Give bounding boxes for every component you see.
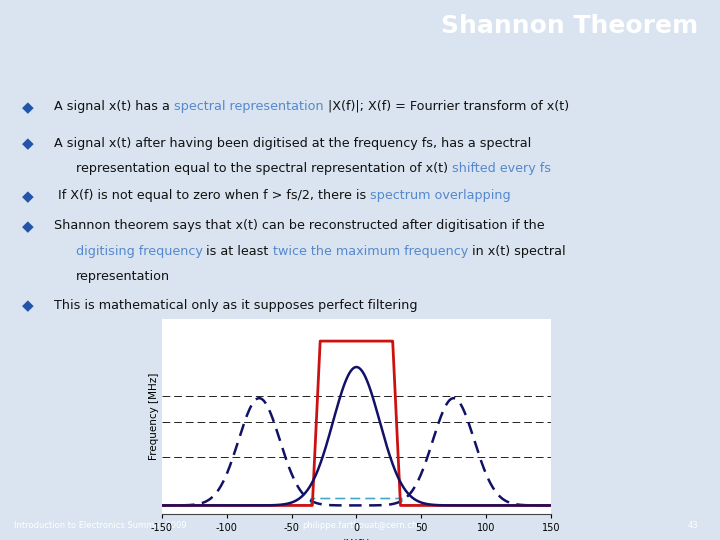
Text: shifted every fs: shifted every fs [451,162,551,175]
Text: This is mathematical only as it supposes perfect filtering: This is mathematical only as it supposes… [54,299,418,312]
Text: spectrum overlapping: spectrum overlapping [370,190,511,202]
Text: ◆: ◆ [22,137,33,152]
Text: Shannon theorem says that x(t) can be reconstructed after digitisation if the: Shannon theorem says that x(t) can be re… [54,219,544,232]
Text: philippe.farthouat@cern.ch: philippe.farthouat@cern.ch [302,522,418,530]
Text: Introduction to Electronics Summer 2009: Introduction to Electronics Summer 2009 [14,522,187,530]
Text: is at least: is at least [202,245,273,258]
Text: twice the maximum frequency: twice the maximum frequency [273,245,468,258]
Text: representation: representation [76,270,170,283]
Text: Shannon Theorem: Shannon Theorem [441,14,698,38]
Text: ◆: ◆ [22,299,33,314]
Text: ◆: ◆ [22,219,33,234]
Text: If X(f) is not equal to zero when f > fs/2, there is: If X(f) is not equal to zero when f > fs… [54,190,370,202]
Y-axis label: Frequency [MHz]: Frequency [MHz] [149,373,159,460]
Text: 43: 43 [688,522,698,530]
Text: ◆: ◆ [22,190,33,205]
Text: A signal x(t) after having been digitised at the frequency fs, has a spectral: A signal x(t) after having been digitise… [54,137,531,150]
Text: ◆: ◆ [22,100,33,114]
Text: spectral representation: spectral representation [174,100,323,113]
Text: |X(f)|; X(f) = Fourrier transform of x(t): |X(f)|; X(f) = Fourrier transform of x(t… [323,100,569,113]
X-axis label: |X(f)|: |X(f)| [343,539,370,540]
Text: representation equal to the spectral representation of x(t): representation equal to the spectral rep… [76,162,451,175]
Text: digitising frequency: digitising frequency [76,245,202,258]
Text: in x(t) spectral: in x(t) spectral [468,245,566,258]
Text: A signal x(t) has a: A signal x(t) has a [54,100,174,113]
